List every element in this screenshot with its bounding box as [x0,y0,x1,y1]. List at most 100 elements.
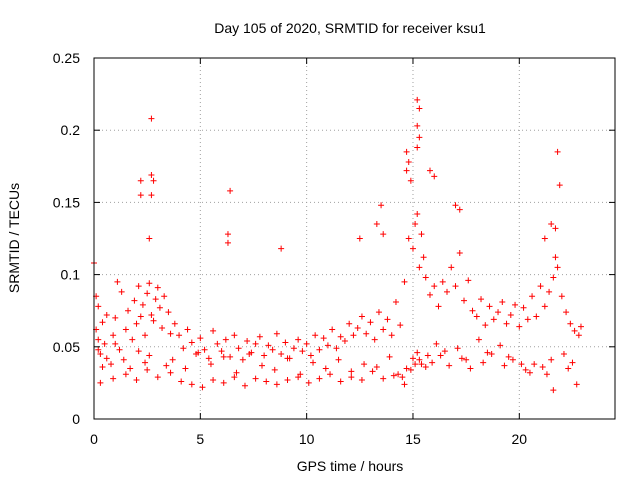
data-point [256,333,263,340]
plot-frame [93,57,616,420]
data-point [95,303,102,310]
data-point [412,361,419,368]
data-point [99,319,106,326]
data-point [295,336,302,343]
data-point [118,288,125,295]
data-point [386,353,393,360]
data-point [350,332,357,339]
data-point [180,345,187,352]
data-point [171,320,178,327]
data-point [133,320,140,327]
data-point [148,171,155,178]
data-point [367,319,374,326]
data-point [448,264,455,271]
data-point [137,313,144,320]
data-point [197,335,204,342]
data-point [156,304,163,311]
data-point [441,348,448,355]
data-point [437,352,444,359]
data-point [127,365,134,372]
data-point [392,299,399,306]
data-point [108,361,115,368]
data-point [116,346,123,353]
data-point [341,338,348,345]
data-point [539,364,546,371]
data-point [135,348,142,355]
data-point [224,231,231,238]
data-point [252,340,259,347]
data-point [182,365,189,372]
data-point [278,245,285,252]
x-tick-label: 15 [405,431,421,447]
data-point [495,309,502,316]
data-point [235,345,242,352]
data-point [337,378,344,385]
data-point [452,202,459,209]
y-tick-label: 0 [72,411,80,427]
data-point [95,336,102,343]
data-point [299,348,306,355]
data-point [148,115,155,122]
data-point [307,352,314,359]
data-point [218,348,225,355]
data-point [233,369,240,376]
data-point [324,342,331,349]
data-point [273,381,280,388]
data-point [122,371,129,378]
data-point [312,332,319,339]
data-point [431,173,438,180]
data-point [263,378,270,385]
data-point [112,314,119,321]
data-point [137,177,144,184]
data-point [390,372,397,379]
data-point [210,377,217,384]
data-point [558,293,565,300]
data-point [420,254,427,261]
data-point [554,264,561,271]
data-point [550,274,557,281]
x-axis-label: GPS time / hours [297,458,404,474]
data-point [431,283,438,290]
data-point [541,303,548,310]
data-point [463,356,470,363]
data-point [110,375,117,382]
data-point [552,254,559,261]
data-point [207,361,214,368]
data-point [146,235,153,242]
data-point [552,225,559,232]
data-point [509,356,516,363]
data-point [412,221,419,228]
data-point [148,192,155,199]
data-point [316,375,323,382]
data-point [258,362,265,369]
data-point [146,352,153,359]
y-tick-label: 0.25 [53,50,80,66]
axis-ticks: 0 0.05 0.1 0.15 0.2 0.25 0 5 10 15 20 [53,50,615,447]
data-point [403,167,410,174]
data-point [531,361,538,368]
data-point [397,322,404,329]
data-point [524,316,531,323]
data-point [214,340,221,347]
data-point [358,313,365,320]
data-point [241,382,248,389]
data-point [571,327,578,334]
data-point [220,353,227,360]
data-point [480,359,487,366]
data-point [507,312,514,319]
data-point [380,326,387,333]
data-point [444,288,451,295]
data-point [414,122,421,129]
data-point [112,340,119,347]
data-point [503,320,510,327]
data-point [577,323,584,330]
data-point [122,326,129,333]
data-point [414,210,421,217]
data-point [114,278,121,285]
data-point [205,355,212,362]
data-point [422,364,429,371]
data-point [188,381,195,388]
data-point [473,313,480,320]
y-tick-label: 0.05 [53,339,80,355]
data-point [159,325,166,332]
